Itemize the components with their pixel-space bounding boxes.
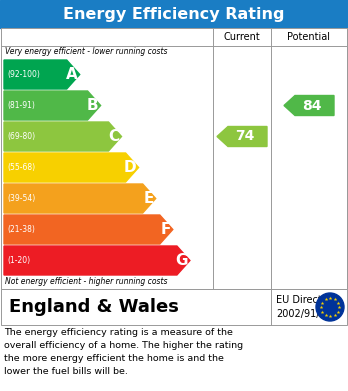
Text: F: F [160, 222, 171, 237]
Text: (39-54): (39-54) [7, 194, 35, 203]
Bar [1, 28, 347, 289]
Polygon shape [4, 91, 101, 120]
Text: 84: 84 [302, 99, 322, 113]
Polygon shape [217, 127, 267, 147]
Text: A: A [66, 67, 78, 82]
Text: (1-20): (1-20) [7, 256, 30, 265]
Text: (81-91): (81-91) [7, 101, 35, 110]
Polygon shape [4, 122, 121, 151]
Text: B: B [87, 98, 98, 113]
Text: 74: 74 [235, 129, 255, 143]
Polygon shape [284, 95, 334, 115]
Text: Energy Efficiency Rating: Energy Efficiency Rating [63, 7, 285, 22]
Text: EU Directive
2002/91/EC: EU Directive 2002/91/EC [276, 295, 336, 319]
Polygon shape [4, 246, 190, 275]
Text: G: G [175, 253, 188, 268]
Polygon shape [4, 153, 139, 182]
Text: Potential: Potential [287, 32, 331, 42]
Text: Very energy efficient - lower running costs: Very energy efficient - lower running co… [5, 47, 167, 56]
Polygon shape [4, 60, 80, 89]
Bar [0, 0, 348, 28]
Text: C: C [108, 129, 119, 144]
Text: (55-68): (55-68) [7, 163, 35, 172]
Text: (92-100): (92-100) [7, 70, 40, 79]
Text: England & Wales: England & Wales [9, 298, 179, 316]
Text: D: D [124, 160, 137, 175]
Text: (69-80): (69-80) [7, 132, 35, 141]
Text: Current: Current [224, 32, 260, 42]
Text: (21-38): (21-38) [7, 225, 35, 234]
Bar [1, 289, 347, 325]
Text: The energy efficiency rating is a measure of the
overall efficiency of a home. T: The energy efficiency rating is a measur… [4, 328, 243, 375]
Polygon shape [4, 184, 156, 213]
Text: Not energy efficient - higher running costs: Not energy efficient - higher running co… [5, 277, 167, 286]
Polygon shape [4, 215, 173, 244]
Circle shape [316, 293, 344, 321]
Text: E: E [143, 191, 154, 206]
